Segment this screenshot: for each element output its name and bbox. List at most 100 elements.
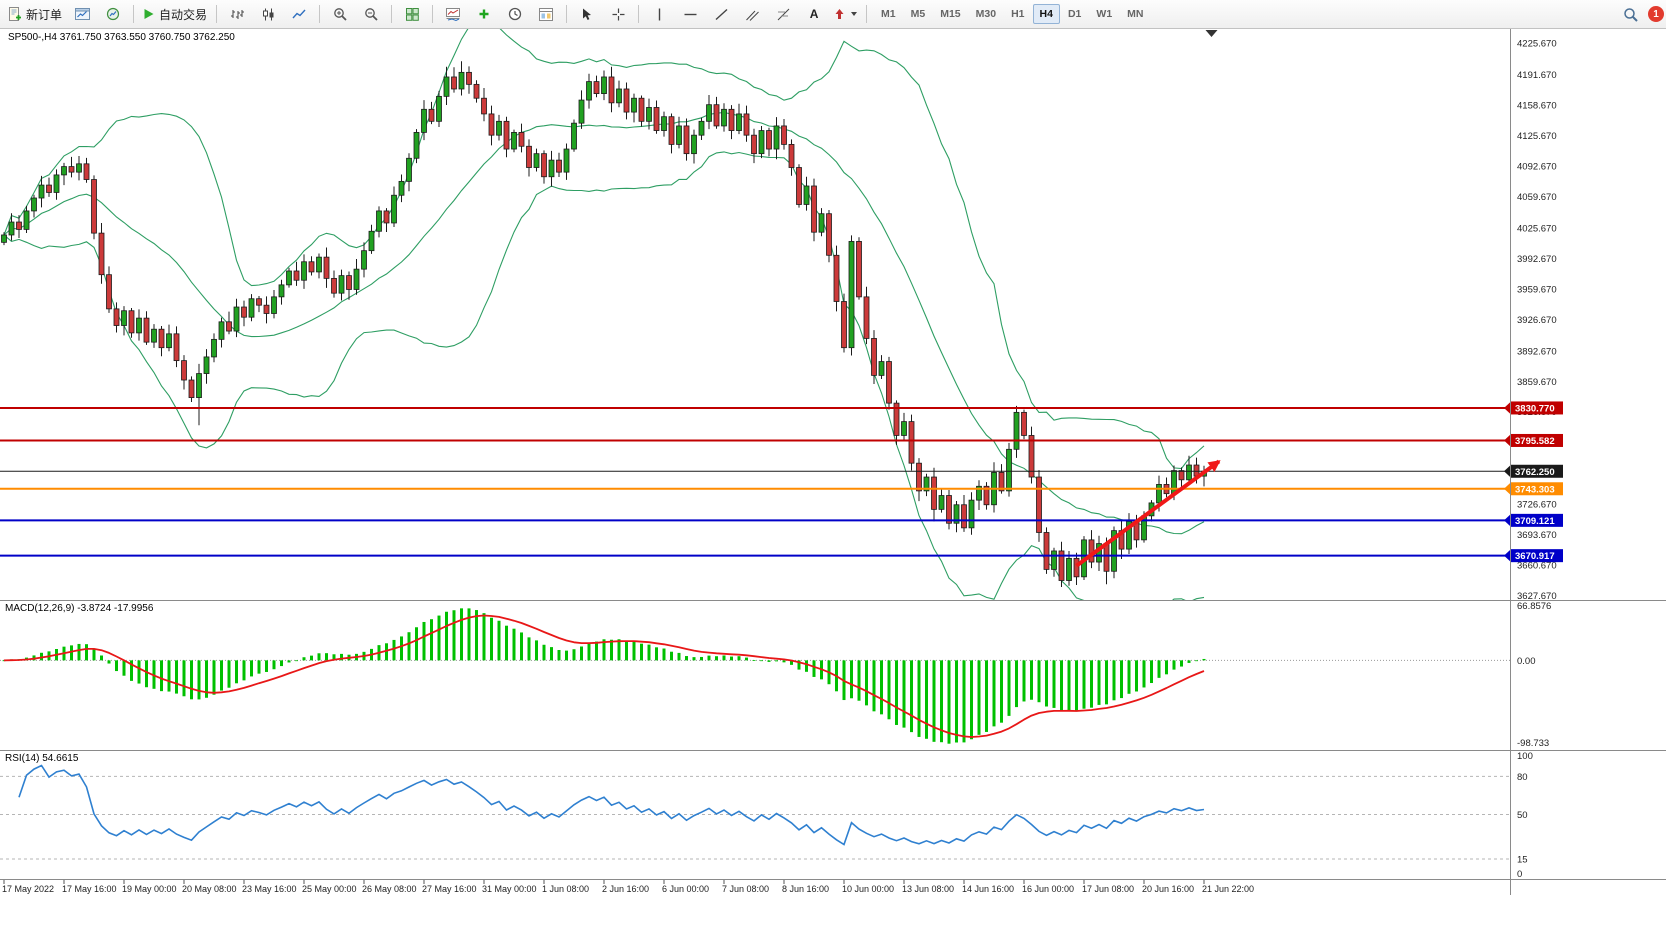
tile-windows-button[interactable] — [397, 2, 427, 26]
candle — [458, 71, 465, 90]
macd-bar — [460, 608, 463, 661]
macd-bar — [1195, 660, 1198, 662]
macd-bar — [617, 639, 621, 661]
trendline-tool-button[interactable] — [706, 2, 736, 26]
candle — [563, 148, 570, 173]
trend-arrow[interactable] — [1075, 459, 1221, 568]
candle — [83, 163, 90, 180]
macd-bar — [1075, 660, 1078, 712]
candle — [743, 113, 750, 136]
timeframe-m1-button[interactable]: M1 — [881, 8, 896, 20]
line-chart-icon — [292, 9, 306, 19]
toolbar-separator — [319, 5, 321, 23]
text-tool-button[interactable]: A — [799, 2, 829, 26]
macd-bar — [677, 652, 681, 661]
candle — [923, 476, 930, 492]
candle — [136, 317, 142, 334]
price-axis-label: 3892.670 — [1517, 346, 1557, 357]
vertical-line-tool-button[interactable] — [644, 2, 674, 26]
candle — [113, 308, 120, 326]
zoom-out-button[interactable] — [356, 2, 386, 26]
candle — [271, 296, 277, 314]
crosshair-tool-button[interactable] — [603, 2, 633, 26]
bollinger-middle-band — [3, 111, 1205, 535]
candle — [668, 116, 675, 145]
bollinger-upper-band — [3, 29, 1205, 470]
new-order-button[interactable]: 新订单 — [4, 2, 66, 26]
autotrading-button[interactable]: 自动交易 — [139, 2, 211, 26]
candle — [841, 301, 847, 349]
time-axis-label: 25 May 00:00 — [302, 884, 357, 894]
macd-bar — [1030, 660, 1033, 700]
search-button[interactable] — [1615, 2, 1645, 26]
macd-bar — [580, 646, 583, 661]
time-axis-label: 14 Jun 16:00 — [962, 884, 1014, 894]
macd-bar — [670, 651, 673, 661]
toolbar-separator — [216, 5, 218, 23]
fibonacci-tool-button[interactable] — [768, 2, 798, 26]
templates-button[interactable] — [531, 2, 561, 26]
macd-bar — [707, 655, 711, 661]
candle — [931, 476, 937, 510]
candle — [946, 495, 952, 524]
macd-bar — [182, 660, 186, 697]
macd-bar — [40, 652, 43, 661]
zoom-in-button[interactable] — [325, 2, 355, 26]
macd-signal-line — [3, 614, 1205, 738]
time-axis-label: 2 Jun 16:00 — [602, 884, 649, 894]
candle — [526, 145, 532, 168]
timeframe-h1-button[interactable]: H1 — [1011, 8, 1025, 20]
time-axis-label: 16 Jun 00:00 — [1022, 884, 1074, 894]
price-axis-label: 4191.670 — [1517, 70, 1557, 81]
timeframe-m15-button[interactable]: M15 — [940, 8, 961, 20]
time-axis-label: 19 May 00:00 — [122, 884, 177, 894]
candle — [61, 166, 67, 176]
timeframe-h4-button[interactable]: H4 — [1032, 4, 1060, 24]
cursor-tool-button[interactable] — [572, 2, 602, 26]
candle — [488, 113, 495, 136]
macd-bar — [1067, 660, 1071, 711]
candle — [811, 185, 817, 233]
macd-bar — [430, 619, 433, 661]
timeframe-m30-button[interactable]: M30 — [975, 8, 997, 20]
bollinger-lower-band — [3, 151, 1205, 600]
bar-chart-type-button[interactable] — [222, 2, 252, 26]
add-indicator-button[interactable] — [469, 2, 499, 26]
macd-bar — [77, 643, 81, 661]
toolbar-separator — [638, 5, 640, 23]
macd-bar — [2, 660, 6, 662]
tile-windows-icon — [405, 7, 419, 21]
channel-tool-button[interactable] — [737, 2, 767, 26]
market-watch-button[interactable] — [98, 2, 128, 26]
timeframe-mn-button[interactable]: MN — [1127, 8, 1144, 20]
arrows-tool-button[interactable] — [830, 2, 861, 26]
candle — [121, 310, 127, 326]
charts-button[interactable] — [67, 2, 97, 26]
periods-button[interactable] — [500, 2, 530, 26]
time-axis-label: 10 Jun 00:00 — [842, 884, 894, 894]
candle — [758, 130, 765, 155]
indicator-list-button[interactable] — [438, 2, 468, 26]
candle-chart-type-button[interactable] — [253, 2, 283, 26]
timeframe-w1-button[interactable]: W1 — [1096, 8, 1113, 20]
macd-bar — [1007, 660, 1011, 716]
macd-bar — [895, 660, 898, 725]
candle — [383, 210, 390, 224]
line-chart-type-button[interactable] — [284, 2, 314, 26]
macd-bar — [647, 644, 651, 661]
candle — [1186, 464, 1192, 481]
notification-badge[interactable]: 1 — [1648, 6, 1664, 22]
macd-bar — [235, 660, 238, 684]
macd-bar — [385, 643, 388, 661]
horizontal-line-tool-button[interactable] — [675, 2, 705, 26]
candle — [721, 108, 727, 127]
timeframe-m5-button[interactable]: M5 — [910, 8, 926, 20]
macd-bar — [625, 640, 628, 661]
macd-bar — [1157, 660, 1161, 678]
search-icon — [1623, 7, 1638, 22]
timeframe-d1-button[interactable]: D1 — [1067, 8, 1082, 20]
macd-bar — [1165, 660, 1168, 675]
macd-bar — [317, 653, 321, 661]
macd-bar — [220, 660, 223, 691]
